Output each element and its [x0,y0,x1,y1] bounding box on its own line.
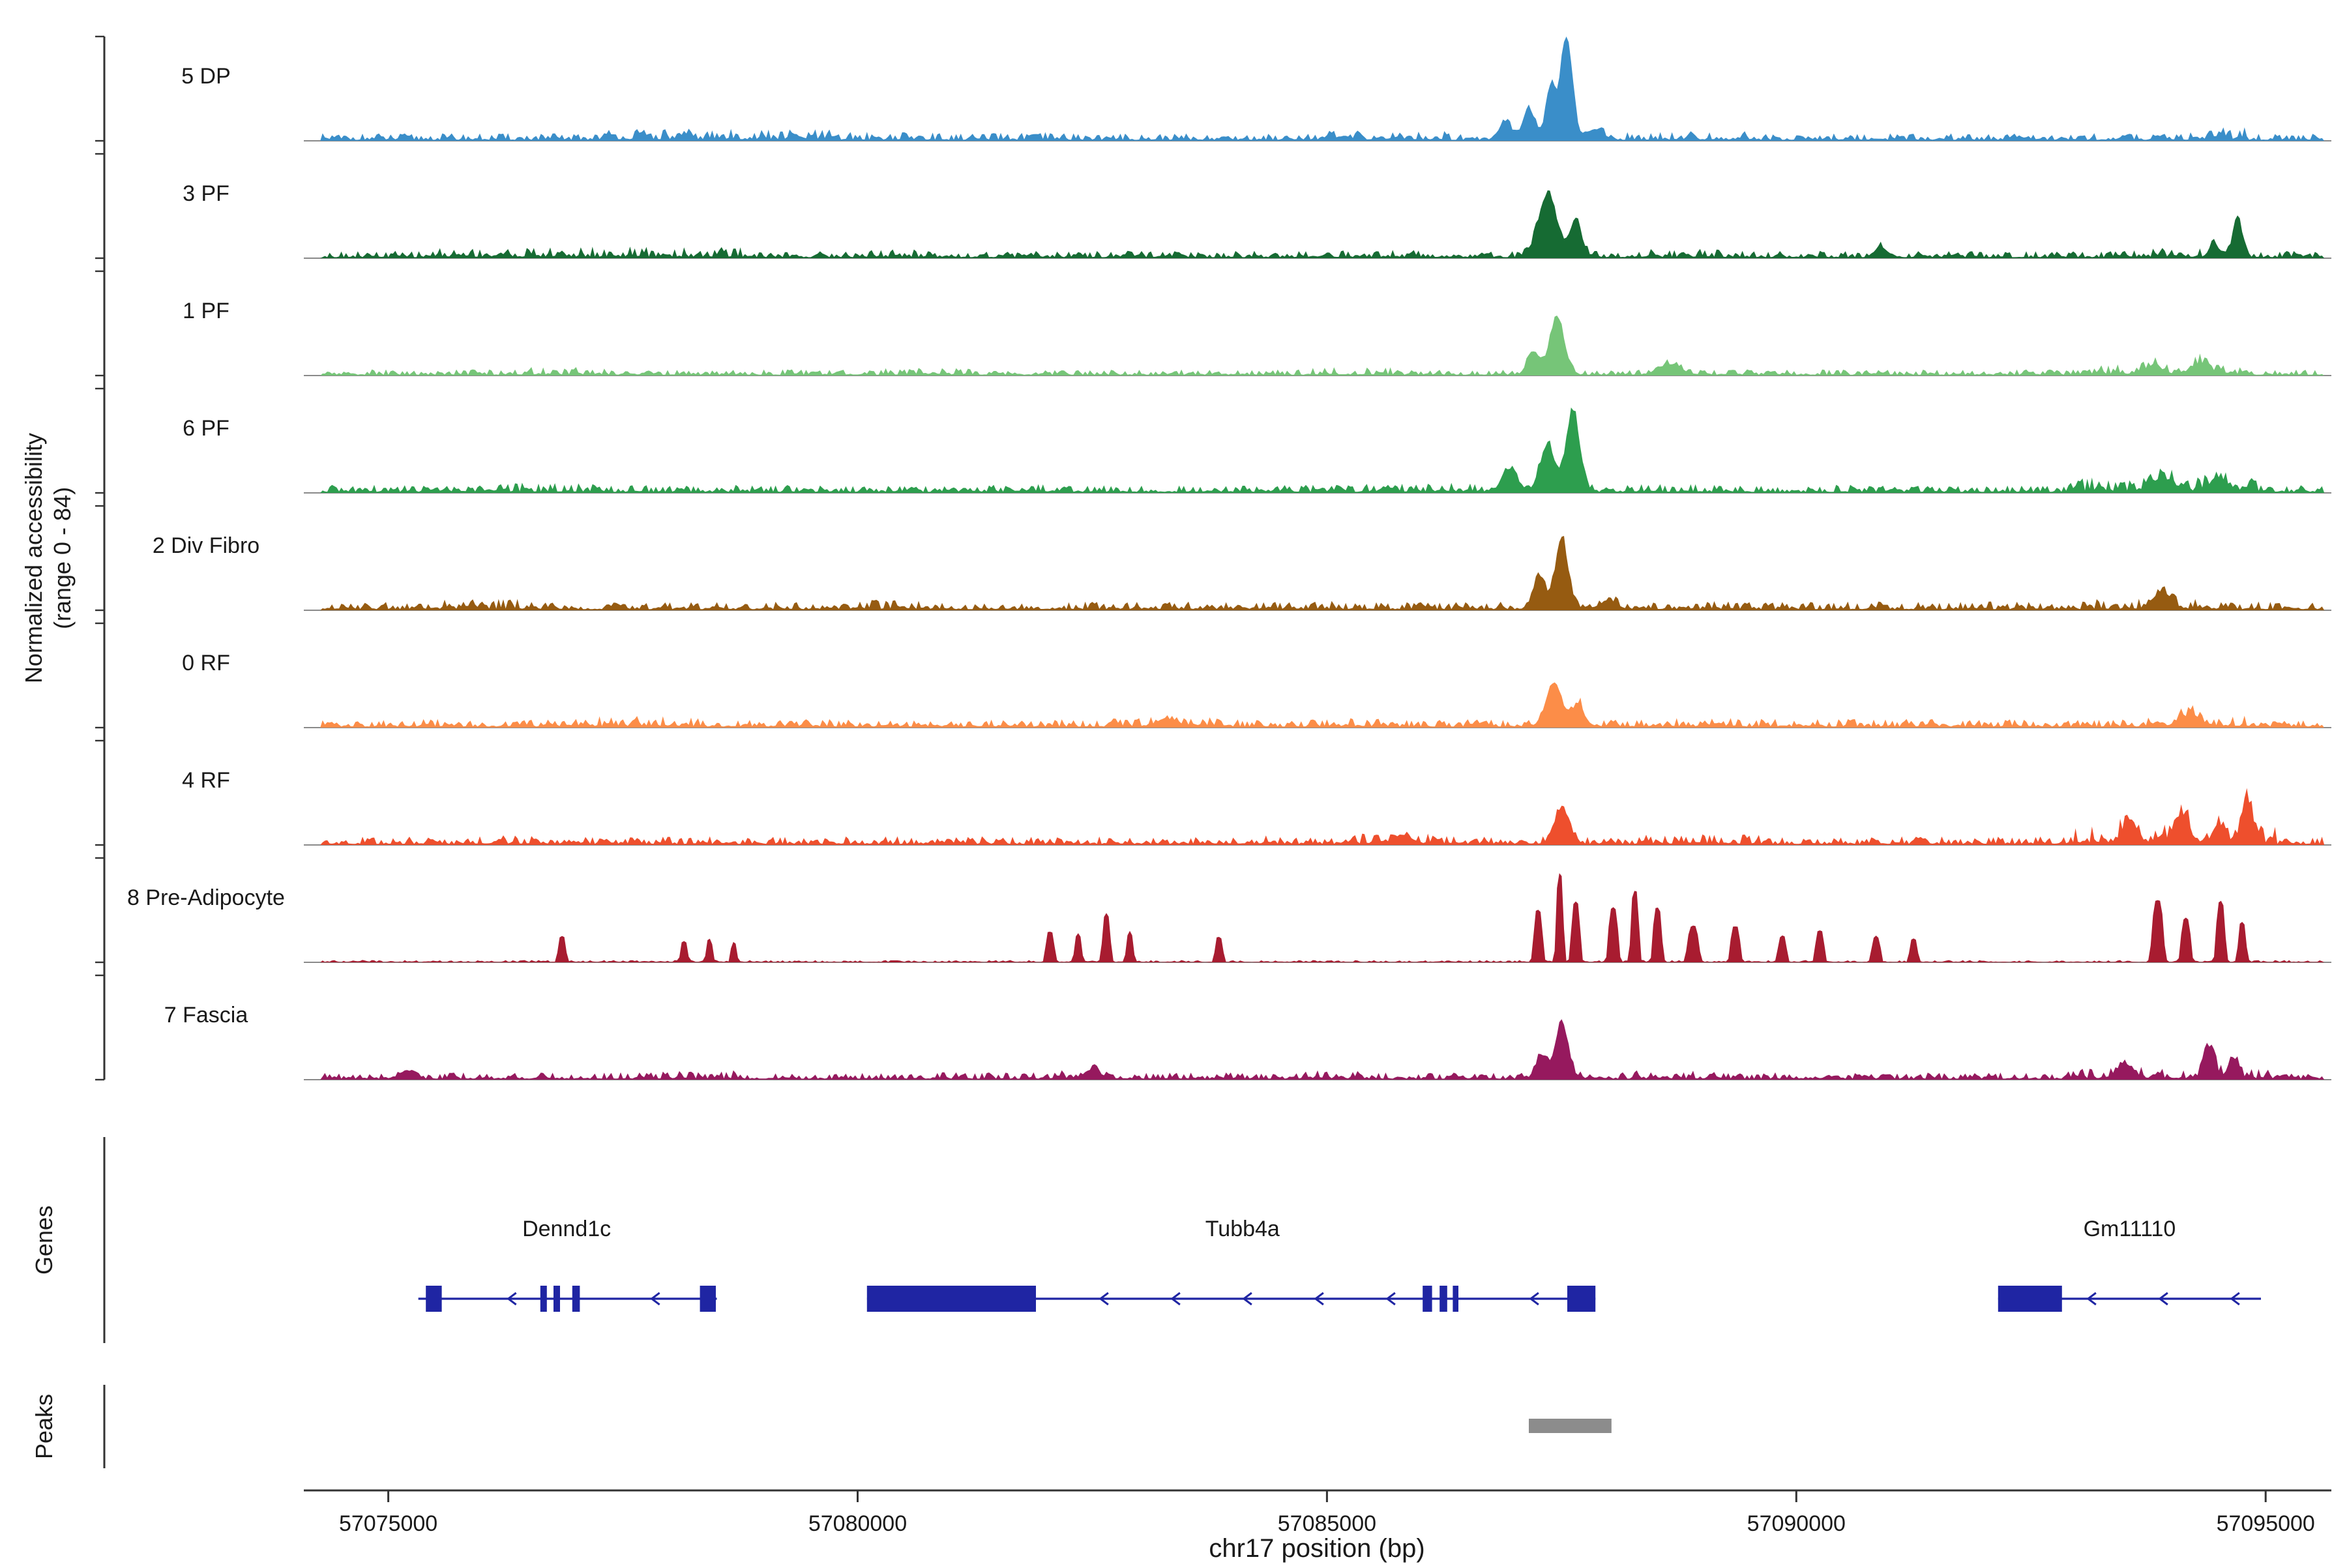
track-label-6-pf: 6 PF [183,416,229,441]
strand-arrow-icon [2086,1292,2097,1306]
track-label-0-rf: 0 RF [182,651,230,675]
track-signal-2-div-fibro [304,536,2331,610]
exon-dennd1c [572,1286,580,1312]
track-label-2-div-fibro: 2 Div Fibro [153,533,259,558]
strand-arrow-icon [507,1292,517,1306]
x-axis-tick-label: 57095000 [2217,1511,2315,1536]
strand-arrow-icon [1242,1292,1252,1306]
exon-gm11110 [1998,1286,2062,1312]
exon-tubb4a [1567,1286,1596,1312]
genes-section-label: Genes [31,1206,57,1275]
x-axis-tick-label: 57080000 [808,1511,907,1536]
tracks-area: 5 DP 3 PF 1 PF 6 PF 2 Div Fibro 0 RF 4 RF 8 Pre… [95,35,2331,1536]
track-label-8-pre-adipocyte: 8 Pre-Adipocyte [127,885,285,910]
strand-arrow-icon [1099,1292,1109,1306]
track-signal-4-rf [304,788,2331,845]
peaks-section-label: Peaks [31,1394,57,1459]
exon-tubb4a [1439,1286,1447,1312]
exon-tubb4a [1453,1286,1458,1312]
strand-arrow-icon [2230,1292,2240,1306]
track-signal-8-pre-adipocyte [304,873,2331,962]
exon-tubb4a [1423,1286,1432,1312]
track-signal-6-pf [304,407,2331,493]
exon-dennd1c [554,1286,560,1312]
y-axis-label-line1: Normalized accessibility [20,433,47,683]
x-axis-tick-label: 57075000 [339,1511,437,1536]
x-axis-title: chr17 position (bp) [1209,1534,1424,1563]
exon-dennd1c [700,1286,716,1312]
track-signal-3-pf [304,190,2331,258]
strand-arrow-icon [650,1292,660,1306]
peak-region-bar [1529,1419,1612,1433]
track-signal-0-rf [304,682,2331,728]
x-axis-tick-label: 57085000 [1278,1511,1376,1536]
track-label-3-pf: 3 PF [183,181,229,206]
gene-name-tubb4a: Tubb4a [1205,1217,1280,1241]
track-signal-5-dp [304,37,2331,141]
strand-arrow-icon [1314,1292,1324,1306]
track-label-4-rf: 4 RF [182,768,230,793]
strand-arrow-icon [1529,1292,1539,1306]
gene-name-dennd1c: Dennd1c [522,1217,611,1241]
x-axis-tick-label: 57090000 [1747,1511,1846,1536]
strand-arrow-icon [2158,1292,2168,1306]
exon-tubb4a [866,1286,1036,1312]
exon-dennd1c [426,1286,442,1312]
strand-arrow-icon [1170,1292,1181,1306]
gene-name-gm11110: Gm11110 [2084,1217,2176,1241]
track-label-1-pf: 1 PF [183,299,229,323]
track-signal-1-pf [304,316,2331,376]
track-label-7-fascia: 7 Fascia [164,1003,248,1028]
strand-arrow-icon [1385,1292,1396,1306]
track-label-5-dp: 5 DP [181,64,231,89]
track-signal-7-fascia [304,1019,2331,1080]
exon-dennd1c [540,1286,547,1312]
y-axis-label-line2: (range 0 - 84) [49,487,76,629]
